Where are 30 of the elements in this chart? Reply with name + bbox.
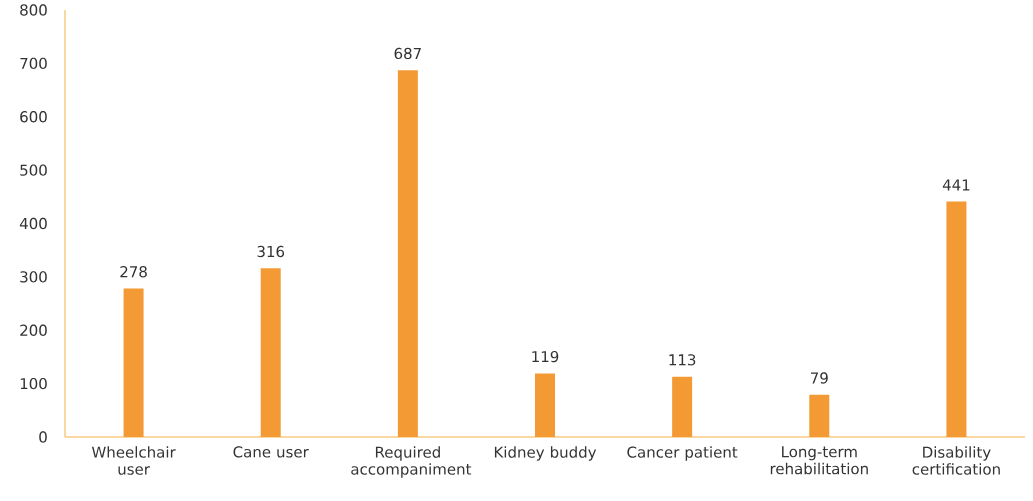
y-tick-label: 300 [20, 271, 47, 283]
bar [397, 70, 418, 437]
x-tick-label: Cancer patient [627, 446, 738, 461]
bar [123, 288, 144, 437]
data-label: 113 [669, 354, 696, 366]
y-tick-label: 400 [19, 217, 47, 230]
bar [809, 394, 830, 437]
y-tick-label: 800 [20, 4, 47, 16]
x-tick-label: Required accompaniment [351, 446, 472, 478]
x-tick-label: Wheelchair user [91, 446, 176, 475]
x-tick-label: Long-term rehabilitation [770, 446, 868, 475]
x-tick-label: Cane user [233, 446, 309, 458]
data-label: 441 [942, 179, 970, 191]
x-tick-label: Kidney buddy [494, 446, 597, 461]
y-tick-label: 600 [20, 111, 47, 123]
data-label: 79 [810, 372, 828, 384]
y-tick-label: 200 [20, 324, 47, 336]
x-tick-label: Disability certification [912, 446, 1000, 475]
data-label: 687 [394, 47, 421, 60]
data-label: 278 [120, 266, 147, 278]
data-label: 119 [532, 350, 559, 363]
y-tick-label: 700 [20, 57, 47, 70]
bar [535, 373, 555, 437]
y-tick-label: 500 [20, 164, 47, 176]
data-label: 316 [257, 245, 285, 258]
y-tick-label: 0 [39, 431, 47, 443]
bar [946, 201, 967, 437]
bar [260, 268, 281, 437]
bar [672, 376, 693, 437]
y-tick-label: 100 [20, 377, 47, 390]
